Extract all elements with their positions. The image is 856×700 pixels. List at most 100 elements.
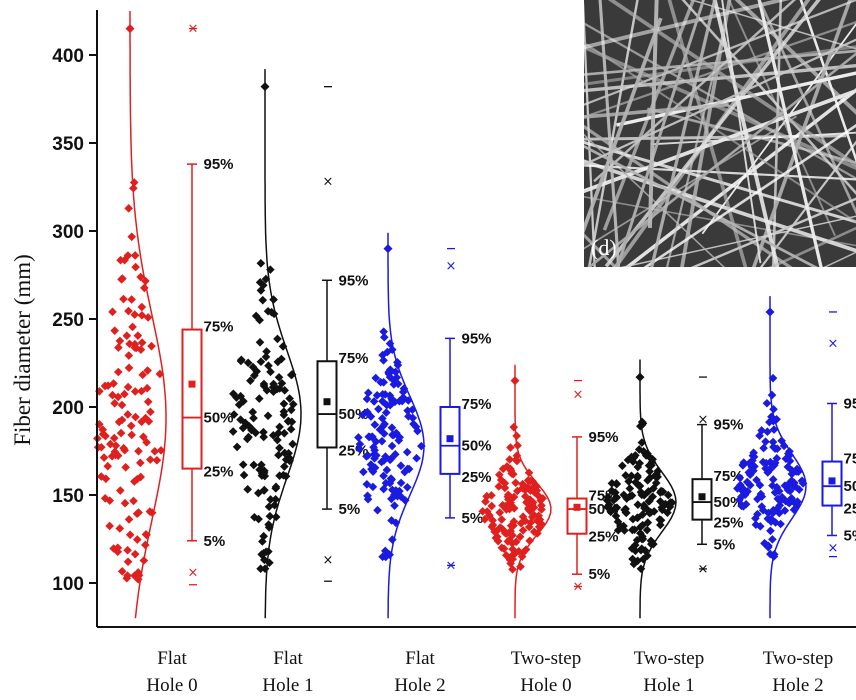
mean-marker xyxy=(573,503,581,511)
data-point xyxy=(250,371,259,380)
data-point xyxy=(155,369,165,379)
data-point xyxy=(271,512,281,522)
data-point xyxy=(501,501,510,511)
data-point xyxy=(787,493,796,503)
data-point xyxy=(612,479,621,489)
data-point xyxy=(266,265,275,274)
data-point xyxy=(509,422,519,432)
data-point xyxy=(363,407,372,417)
data-point xyxy=(387,475,396,484)
data-point xyxy=(638,554,648,564)
data-point xyxy=(279,470,288,480)
distribution-curve xyxy=(769,296,807,619)
data-point xyxy=(271,482,281,492)
data-point xyxy=(140,283,149,293)
max-data-point xyxy=(635,372,645,382)
data-point xyxy=(765,417,774,427)
data-point xyxy=(115,524,125,533)
data-point xyxy=(741,499,751,509)
data-point xyxy=(259,427,268,437)
data-point xyxy=(398,393,408,402)
data-point xyxy=(141,276,150,286)
data-point xyxy=(130,339,140,349)
data-point xyxy=(408,405,417,415)
data-point xyxy=(762,398,772,408)
data-point xyxy=(109,379,118,388)
data-point xyxy=(495,523,505,532)
data-point xyxy=(507,539,517,548)
data-point xyxy=(123,382,133,392)
percentile-label: 95% xyxy=(204,156,234,173)
data-point xyxy=(96,472,106,481)
data-point xyxy=(139,432,148,442)
fiber-strand xyxy=(759,140,856,267)
data-point xyxy=(263,306,273,316)
data-point xyxy=(769,550,779,559)
data-point xyxy=(257,460,266,470)
data-point xyxy=(279,399,289,409)
data-point xyxy=(368,432,377,442)
data-point xyxy=(515,532,525,542)
data-point xyxy=(119,294,128,304)
data-point xyxy=(116,486,125,495)
data-point xyxy=(385,455,395,465)
data-point xyxy=(251,428,260,438)
data-point xyxy=(243,358,253,368)
data-point xyxy=(277,354,286,364)
data-point xyxy=(739,458,749,467)
data-point xyxy=(768,481,777,490)
percentile-label: 5% xyxy=(589,566,611,583)
fiber-strand xyxy=(604,0,821,267)
data-point xyxy=(122,573,132,583)
data-point xyxy=(518,479,527,489)
data-point xyxy=(644,461,654,470)
data-point xyxy=(621,471,631,480)
data-point xyxy=(379,356,388,365)
data-point xyxy=(763,542,773,552)
data-point xyxy=(657,505,667,515)
data-point xyxy=(495,508,505,517)
percentile-label: 50% xyxy=(462,438,492,455)
percentile-label: 75% xyxy=(714,468,744,485)
data-point xyxy=(751,514,760,523)
data-point xyxy=(114,367,123,377)
data-point xyxy=(781,454,791,464)
data-point xyxy=(105,496,115,505)
data-point xyxy=(250,512,259,522)
y-tick-label: 150 xyxy=(52,486,84,507)
data-point xyxy=(627,491,637,500)
fiber-strand xyxy=(584,159,856,253)
data-point xyxy=(115,336,125,346)
data-point xyxy=(403,406,412,415)
data-point xyxy=(785,450,795,460)
x-category-label-line1: Flat xyxy=(157,648,187,669)
data-point xyxy=(125,530,135,540)
data-point xyxy=(391,518,401,528)
data-point xyxy=(403,464,412,474)
data-point xyxy=(490,527,499,536)
data-point xyxy=(156,446,166,455)
data-point xyxy=(280,386,289,395)
data-point xyxy=(772,454,782,463)
max-data-point xyxy=(383,244,393,254)
outlier-cross: × xyxy=(323,175,334,190)
data-point xyxy=(643,476,652,485)
data-point xyxy=(768,535,777,544)
fiber-strand xyxy=(584,0,790,50)
data-point xyxy=(103,461,113,471)
outlier-cross: × xyxy=(188,565,199,580)
series-group: ××95%75%50%25%5% xyxy=(93,11,234,619)
fiber-strand xyxy=(587,0,639,267)
outlier-cross: × xyxy=(446,259,457,274)
data-point xyxy=(387,423,397,433)
data-point xyxy=(137,338,147,347)
percentile-label: 5% xyxy=(844,527,856,544)
data-point xyxy=(256,357,266,367)
data-point xyxy=(268,431,278,440)
fiber-strand xyxy=(721,0,762,264)
data-point xyxy=(248,407,258,417)
data-point xyxy=(792,500,802,510)
data-point xyxy=(487,491,496,500)
data-point xyxy=(262,347,271,356)
series-group: ××95%75%50%25%5% xyxy=(228,69,369,619)
